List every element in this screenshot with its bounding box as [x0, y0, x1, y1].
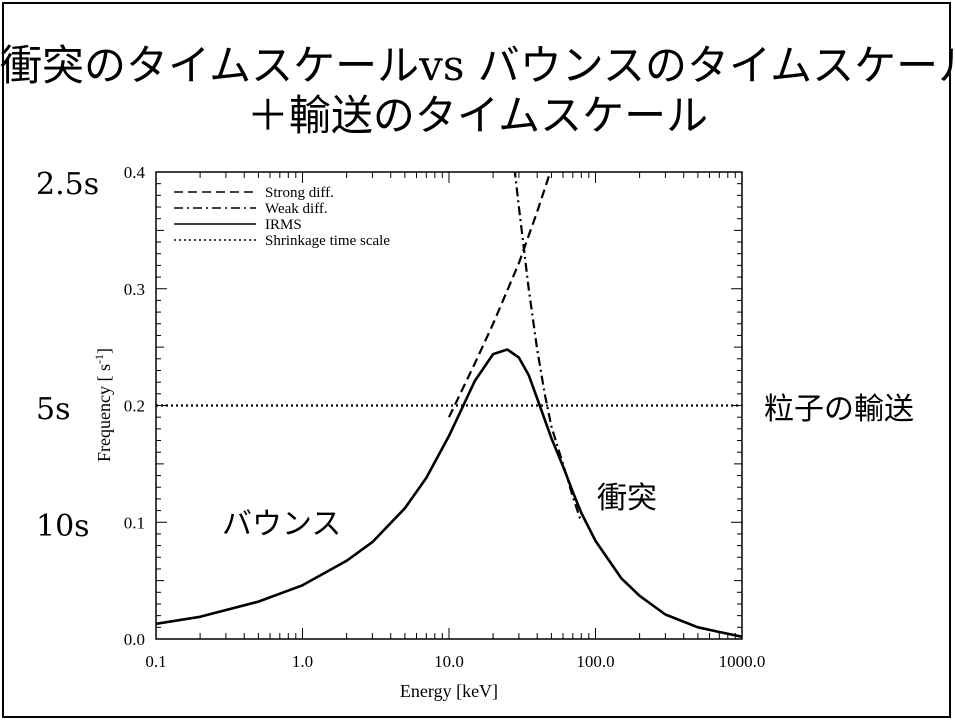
left-label-2-5s: 2.5s [36, 167, 100, 202]
slide-title-line2: ＋輸送のタイムスケール [246, 91, 709, 140]
plot-area [155, 171, 743, 640]
x-tick-label: 0.1 [145, 652, 166, 671]
slide-title-line1: 衝突のタイムスケールvs バウンスのタイムスケール [0, 41, 955, 90]
legend-label: Strong diff. [265, 185, 334, 201]
legend-label: IRMS [265, 217, 302, 233]
x-axis-label: Energy [keV] [400, 681, 498, 701]
annotation-bounce: バウンス [222, 507, 342, 542]
series-line-dashed [448, 172, 552, 418]
x-tick-label: 1.0 [292, 652, 313, 671]
left-label-5s: 5s [36, 392, 71, 427]
right-label-particle-transport: 粒子の輸送 [764, 392, 914, 427]
legend-label: Shrinkage time scale [265, 233, 390, 249]
y-tick-label: 0.4 [124, 163, 146, 182]
y-tick-label: 0.0 [124, 630, 145, 649]
series-line-dashdot [513, 172, 583, 523]
x-tick-label: 100.0 [576, 652, 614, 671]
y-tick-label: 0.1 [124, 513, 145, 532]
y-tick-label: 0.2 [124, 397, 145, 416]
x-tick-label: 10.0 [434, 652, 464, 671]
annotation-collision: 衝突 [597, 481, 657, 516]
y-axis-label: Frequency [ s-1] [92, 348, 114, 462]
x-tick-label: 1000.0 [719, 652, 766, 671]
legend-label: Weak diff. [265, 201, 328, 217]
y-tick-label: 0.3 [124, 280, 145, 299]
left-label-10s: 10s [36, 509, 90, 544]
series-line-solid [156, 348, 742, 638]
